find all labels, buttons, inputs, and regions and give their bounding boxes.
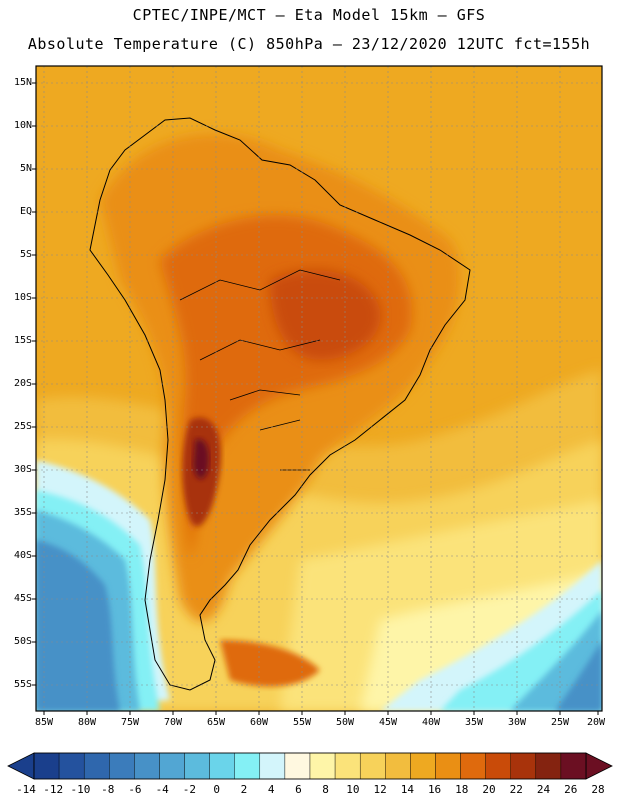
colorbar-label: 14 <box>400 783 414 796</box>
lat-label: 15S <box>13 335 32 346</box>
lat-label: 15N <box>13 77 32 88</box>
colorbar-cell <box>510 752 537 780</box>
lon-label: 60W <box>249 717 269 728</box>
colorbar-cell <box>460 752 486 780</box>
colorbar-cell <box>309 752 336 780</box>
lat-label: 25S <box>13 421 32 432</box>
lat-label: 30S <box>13 464 32 475</box>
colorbar-cell <box>58 752 85 780</box>
lat-label: 45S <box>13 593 32 604</box>
colorbar-cell <box>385 752 411 780</box>
colorbar-label: 10 <box>346 783 360 796</box>
colorbar-cell <box>560 752 587 780</box>
colorbar-label: -12 <box>43 783 64 796</box>
map-frame <box>35 65 603 712</box>
colorbar-cell <box>109 752 135 780</box>
title-line-2: Absolute Temperature (C) 850hPa — 23/12/… <box>27 35 591 53</box>
lat-label: 40S <box>13 550 32 561</box>
colorbar-label: -8 <box>101 783 115 796</box>
colorbar-label: -10 <box>70 783 91 796</box>
colorbar-cell <box>284 752 311 780</box>
lat-label: 55S <box>13 679 32 690</box>
colorbar-cell <box>134 752 160 780</box>
lat-label: 5N <box>19 163 32 174</box>
colorbar-label: 28 <box>591 783 605 796</box>
colorbar-label: 6 <box>295 783 302 796</box>
lon-label: 30W <box>507 717 527 728</box>
lon-label: 55W <box>292 717 312 728</box>
colorbar-cell <box>234 752 261 780</box>
graticule <box>36 66 602 711</box>
colorbar-label: -14 <box>16 783 36 796</box>
colorbar-label: 18 <box>455 783 469 796</box>
colorbar-cell <box>359 752 386 780</box>
colorbar-label: 16 <box>427 783 442 796</box>
colorbar-cell <box>410 752 436 780</box>
colorbar-right-arrow <box>585 752 613 780</box>
colorbar-cell <box>259 752 286 780</box>
colorbar-cell <box>83 752 110 780</box>
colorbar-cell <box>535 752 562 780</box>
lat-label: 10N <box>13 120 32 131</box>
colorbar-label: -4 <box>155 783 169 796</box>
colorbar-cell <box>334 752 361 780</box>
colorbar-label: 12 <box>373 783 387 796</box>
colorbar-cell <box>485 752 511 780</box>
colorbar-label: 8 <box>322 783 329 796</box>
colorbar-label: 4 <box>267 783 275 796</box>
lat-label: 50S <box>13 636 32 647</box>
lat-label: 35S <box>13 507 32 518</box>
lon-label: 35W <box>464 717 484 728</box>
colorbar-label: 24 <box>536 783 551 796</box>
lat-label: EQ <box>19 206 32 217</box>
lon-label: 40W <box>421 717 441 728</box>
lon-label: 45W <box>378 717 398 728</box>
colorbar-left-arrow <box>7 752 35 780</box>
coastline <box>89 117 471 691</box>
colorbar-label: 20 <box>482 783 496 796</box>
lon-label: 75W <box>120 717 140 728</box>
colorbar-cell <box>159 752 185 780</box>
lat-label: 10S <box>13 292 32 303</box>
lon-label: 65W <box>206 717 226 728</box>
lat-label: 5S <box>19 249 32 260</box>
colorbar-cell <box>33 752 60 780</box>
colorbar-label: 0 <box>213 783 220 796</box>
lon-label: 50W <box>335 717 355 728</box>
colorbar-label: 2 <box>240 783 248 796</box>
colorbar-cell <box>209 752 235 780</box>
lon-label: 70W <box>163 717 183 728</box>
colorbar-label: 26 <box>564 783 578 796</box>
lon-label: 25W <box>550 717 570 728</box>
colorbar-cell <box>184 752 210 780</box>
title-line-1: CPTEC/INPE/MCT — Eta Model 15km — GFS <box>132 6 486 24</box>
colorbar <box>7 752 613 780</box>
lon-label: 80W <box>77 717 97 728</box>
colorbar-label: -6 <box>128 783 142 796</box>
lon-label: 20W <box>586 717 606 728</box>
lon-label: 85W <box>34 717 54 728</box>
colorbar-cell <box>435 752 461 780</box>
temperature-field <box>36 66 602 711</box>
colorbar-label: 22 <box>509 783 523 796</box>
lat-label: 20S <box>13 378 32 389</box>
colorbar-label: -2 <box>182 783 197 796</box>
